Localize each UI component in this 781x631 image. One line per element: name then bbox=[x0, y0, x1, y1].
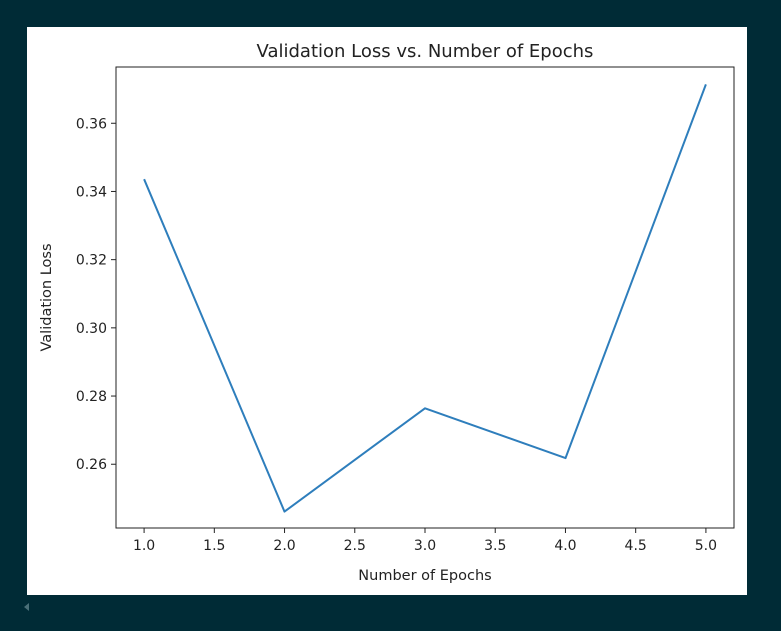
plot-frame bbox=[115, 66, 735, 529]
series-line bbox=[143, 84, 707, 513]
x-tick-label: 2.5 bbox=[344, 538, 366, 554]
scroll-left-arrow-icon[interactable] bbox=[24, 603, 29, 611]
x-tick-label: 1.0 bbox=[133, 538, 155, 554]
x-tick-label: 3.5 bbox=[484, 538, 506, 554]
y-tick-label: 0.30 bbox=[76, 321, 107, 337]
x-tick-label: 4.0 bbox=[554, 538, 576, 554]
y-tick-label: 0.28 bbox=[76, 389, 107, 405]
y-tick-label: 0.34 bbox=[76, 184, 107, 200]
line-chart: 1.0 1.5 2.0 2.5 3.0 3.5 4.0 4.5 5.0 0.26 0.28 0.30 0… bbox=[39, 41, 735, 584]
y-tick-label: 0.32 bbox=[76, 253, 107, 269]
x-tick-label: 2.0 bbox=[273, 538, 295, 554]
plot-layer: 1.0 1.5 2.0 2.5 3.0 3.5 4.0 4.5 5.0 0.26 0.28 0.30 0… bbox=[76, 66, 735, 554]
x-tick-label: 5.0 bbox=[695, 538, 717, 554]
y-tick-label: 0.36 bbox=[76, 116, 107, 132]
chart-figure: 1.0 1.5 2.0 2.5 3.0 3.5 4.0 4.5 5.0 0.26 0.28 0.30 0… bbox=[27, 27, 747, 595]
x-tick-label: 4.5 bbox=[625, 538, 647, 554]
x-tick-label: 3.0 bbox=[414, 538, 436, 554]
x-tick-label: 1.5 bbox=[203, 538, 225, 554]
x-axis-label: Number of Epochs bbox=[358, 568, 491, 584]
y-tick-label: 0.26 bbox=[76, 457, 107, 473]
chart-title: Validation Loss vs. Number of Epochs bbox=[257, 41, 594, 62]
y-axis-label: Validation Loss bbox=[39, 243, 55, 351]
